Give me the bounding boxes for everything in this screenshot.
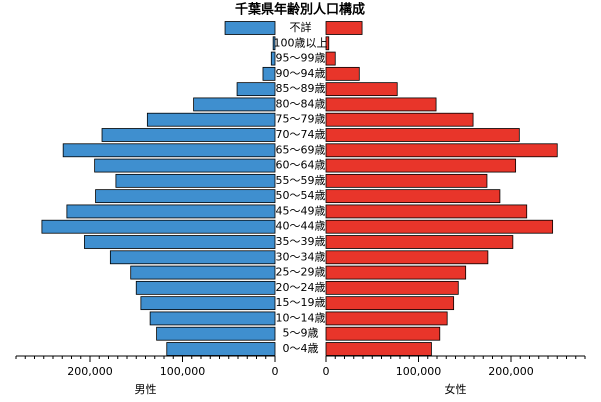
bar xyxy=(325,342,432,356)
bar xyxy=(325,21,363,35)
bar xyxy=(325,128,520,142)
bar xyxy=(62,143,276,158)
bar xyxy=(325,296,455,311)
bar xyxy=(193,97,276,112)
bar xyxy=(325,189,501,204)
bar xyxy=(224,21,276,35)
bar xyxy=(149,311,276,326)
bar xyxy=(66,204,276,219)
bar xyxy=(325,250,489,265)
category-label: 15〜19歳 xyxy=(276,296,326,309)
bar xyxy=(84,235,276,249)
x-tick-label: 0 xyxy=(323,365,330,378)
category-label: 20〜24歳 xyxy=(276,281,326,294)
bar xyxy=(325,280,459,295)
category-label: 40〜44歳 xyxy=(276,220,326,233)
x-tick-label: 0 xyxy=(272,365,279,378)
category-label: 45〜49歳 xyxy=(276,204,326,217)
bar xyxy=(140,296,276,311)
bar xyxy=(95,189,276,204)
category-label: 35〜39歳 xyxy=(276,235,326,248)
bar xyxy=(41,219,276,234)
bar xyxy=(115,173,276,188)
category-label: 30〜34歳 xyxy=(276,250,326,263)
bar xyxy=(325,265,467,280)
bar xyxy=(156,326,276,341)
bar xyxy=(325,143,558,158)
bar xyxy=(135,280,276,295)
bar xyxy=(325,311,448,326)
legend-label: 女性 xyxy=(445,382,467,396)
x-tick-label: 200,000 xyxy=(67,365,113,378)
bar xyxy=(325,97,437,112)
bar xyxy=(270,51,276,66)
bar xyxy=(262,66,276,81)
bar xyxy=(94,158,276,173)
bar xyxy=(325,204,528,219)
x-tick-label: 100,000 xyxy=(160,365,206,378)
bar xyxy=(325,158,517,173)
bar xyxy=(166,342,276,356)
category-label: 80〜84歳 xyxy=(276,97,326,110)
bar xyxy=(109,250,276,265)
category-label: 5〜9歳 xyxy=(283,327,319,340)
bar xyxy=(325,51,336,66)
bar xyxy=(325,112,474,127)
chart-title: 千葉県年齢別人口構成 xyxy=(235,2,365,18)
category-label: 100歳以上 xyxy=(274,36,328,49)
bar xyxy=(325,82,398,97)
category-label: 0〜4歳 xyxy=(283,342,319,355)
category-label: 75〜79歳 xyxy=(276,113,326,126)
x-tick-label: 200,000 xyxy=(488,365,534,378)
category-label: 60〜64歳 xyxy=(276,159,326,172)
bar xyxy=(325,326,441,341)
category-label: 70〜74歳 xyxy=(276,128,326,141)
bar xyxy=(130,265,276,280)
category-label: 50〜54歳 xyxy=(276,189,326,202)
category-label: 25〜29歳 xyxy=(276,266,326,279)
category-label: 65〜69歳 xyxy=(276,143,326,156)
category-label: 95〜99歳 xyxy=(276,52,326,65)
bar xyxy=(325,235,514,249)
category-label: 55〜59歳 xyxy=(276,174,326,187)
bar xyxy=(325,173,488,188)
bar xyxy=(325,66,360,81)
bar xyxy=(236,82,276,97)
category-label: 90〜94歳 xyxy=(276,67,326,80)
category-label: 10〜14歳 xyxy=(276,311,326,324)
bar xyxy=(325,36,330,51)
bar xyxy=(272,36,276,51)
bar xyxy=(101,128,276,142)
bar xyxy=(325,219,554,234)
legend-label: 男性 xyxy=(135,382,157,396)
x-tick-label: 100,000 xyxy=(396,365,442,378)
bar xyxy=(146,112,276,127)
category-label: 85〜89歳 xyxy=(276,82,326,95)
category-label: 不詳 xyxy=(290,20,312,34)
